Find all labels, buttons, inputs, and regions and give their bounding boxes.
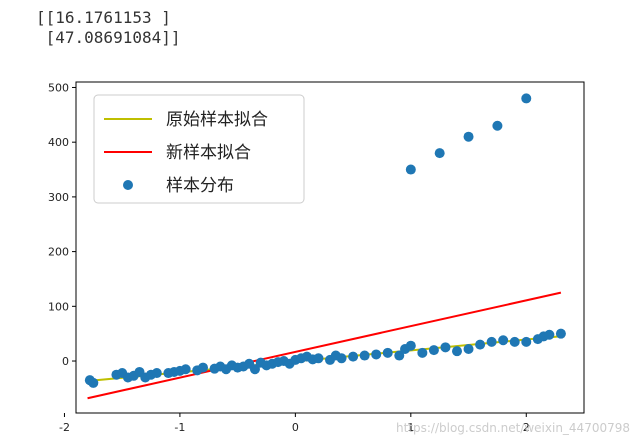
scatter-point (440, 342, 451, 353)
legend-label-scatter: 样本分布 (166, 176, 234, 196)
scatter-point (417, 347, 428, 358)
scatter-point (348, 351, 359, 362)
scatter-point (180, 364, 191, 375)
scatter-point (405, 164, 416, 175)
scatter-point (463, 343, 474, 354)
scatter-point (249, 364, 260, 375)
output-line-2: [47.08691084]] (36, 28, 181, 47)
scatter-point (198, 362, 208, 373)
watermark: https://blog.csdn.net/weixin_44700798 (396, 421, 630, 435)
scatter-point (428, 345, 439, 356)
scatter-point (371, 349, 382, 360)
y-tick-label: 200 (48, 246, 69, 259)
x-tick-label: -2 (59, 421, 70, 434)
x-tick-label: 2 (523, 421, 530, 434)
legend-label-original-fit: 原始样本拟合 (166, 110, 268, 130)
scatter-point (336, 353, 347, 364)
scatter-point (509, 336, 520, 347)
scatter-point (394, 350, 405, 361)
scatter-point (475, 339, 486, 350)
x-tick-label: -1 (174, 421, 185, 434)
y-tick-label: 400 (48, 136, 69, 149)
y-tick-label: 0 (62, 355, 69, 368)
legend-box (93, 94, 305, 204)
scatter-point (88, 377, 99, 388)
output-line-1: [[16.1761153 ] (36, 8, 171, 27)
scatter-point (498, 335, 509, 346)
scatter-point (434, 148, 445, 159)
scatter-point (544, 329, 555, 340)
scatter-point (521, 93, 532, 104)
scatter-point (359, 350, 370, 361)
x-axis: -2 -1 0 1 2 (59, 413, 530, 434)
scatter-point (486, 336, 497, 347)
legend: 原始样本拟合 新样本拟合 样本分布 (93, 94, 305, 204)
y-tick-label: 100 (48, 300, 69, 313)
y-tick-label: 500 (48, 81, 69, 94)
console-output: [[16.1761153 ] [47.08691084]] (36, 8, 181, 48)
scatter-point (492, 120, 503, 131)
scatter-point (521, 336, 532, 347)
scatter-point (463, 131, 474, 142)
scatter-point (151, 368, 162, 379)
legend-label-new-fit: 新样本拟合 (166, 143, 251, 163)
scatter-point (382, 347, 393, 358)
scatter-points (84, 93, 566, 388)
scatter-point (313, 353, 324, 364)
new-fit-line (87, 291, 562, 400)
scatter-point (452, 346, 462, 357)
legend-marker-scatter (123, 180, 133, 190)
y-tick-label: 300 (48, 191, 69, 204)
y-axis: 0 100 200 300 400 500 (48, 81, 76, 368)
scatter-point (555, 328, 566, 339)
x-tick-label: 0 (292, 421, 299, 434)
x-tick-label: 1 (407, 421, 414, 434)
scatter-point (405, 340, 416, 351)
